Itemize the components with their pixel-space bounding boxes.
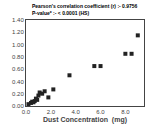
svg-text:2.0: 2.0 bbox=[47, 109, 56, 115]
svg-text:0.0: 0.0 bbox=[22, 109, 31, 115]
svg-text:6.0: 6.0 bbox=[96, 109, 105, 115]
svg-text:0.00: 0.00 bbox=[12, 103, 24, 109]
svg-text:0.40: 0.40 bbox=[12, 79, 24, 85]
svg-text:1.00: 1.00 bbox=[12, 42, 24, 48]
svg-text:1.40: 1.40 bbox=[12, 17, 24, 23]
svg-text:Pearson's correlation coeffici: Pearson's correlation coefficient (r) :-… bbox=[32, 3, 138, 16]
svg-text:0.80: 0.80 bbox=[12, 54, 24, 60]
svg-text:0.60: 0.60 bbox=[12, 66, 24, 72]
svg-text:4.0: 4.0 bbox=[72, 109, 81, 115]
svg-text:0.20: 0.20 bbox=[12, 91, 24, 97]
svg-text:1.20: 1.20 bbox=[12, 29, 24, 35]
svg-text:Dust Concentration (mg): Dust Concentration (mg) bbox=[43, 116, 127, 124]
svg-text:8.0: 8.0 bbox=[121, 109, 130, 115]
